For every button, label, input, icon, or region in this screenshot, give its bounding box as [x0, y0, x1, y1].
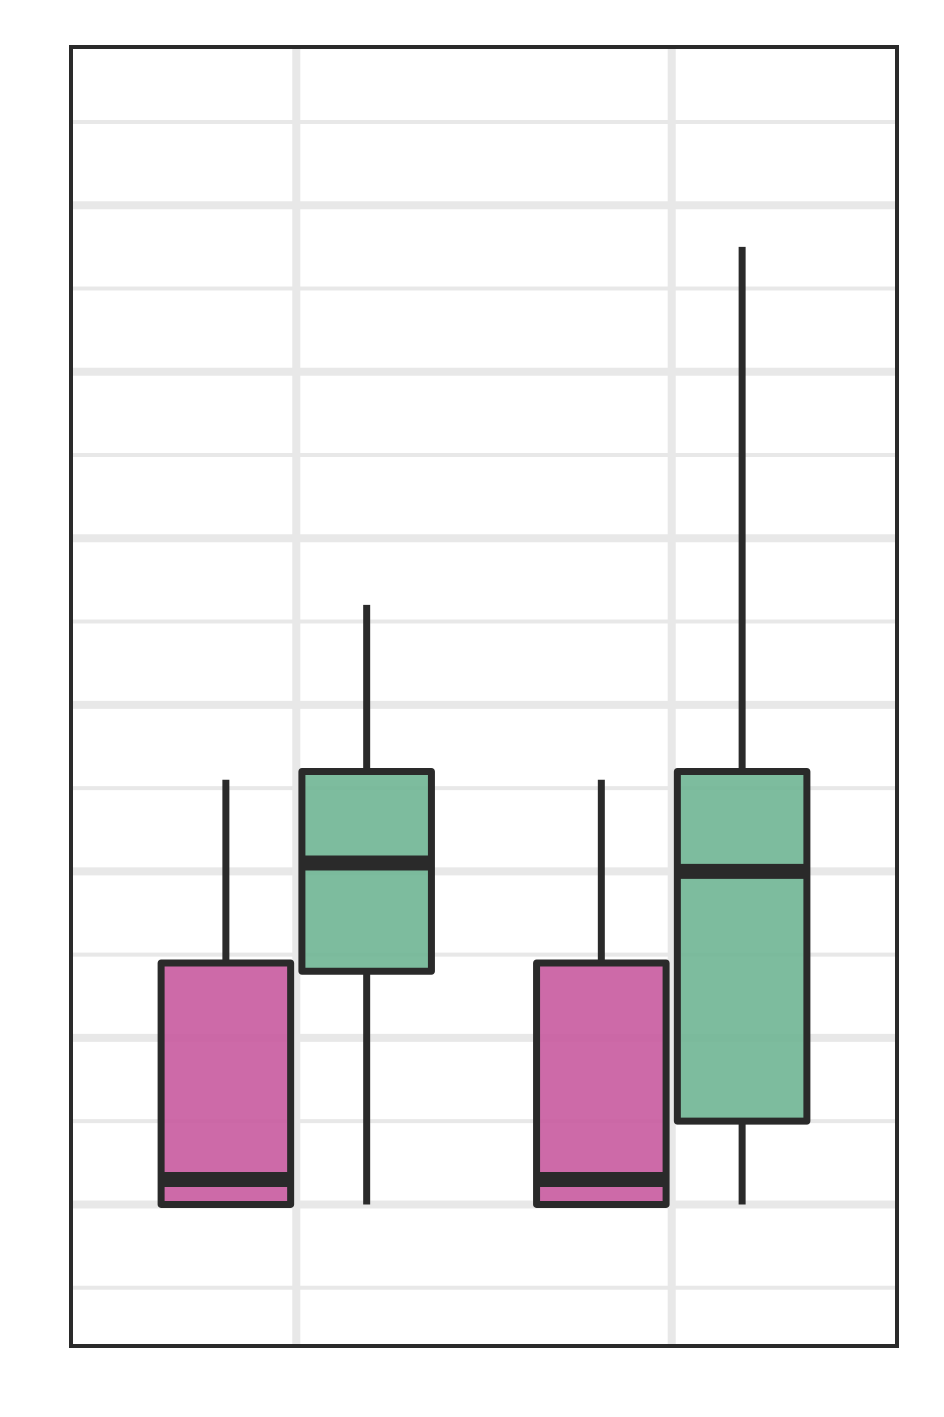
box-body: [533, 959, 670, 1208]
box-1-1: [673, 246, 811, 1205]
grid-lines: [71, 47, 897, 1346]
box-body: [157, 959, 295, 1208]
box-body: [673, 767, 811, 1125]
box-series: [157, 246, 811, 1208]
box-0-0: [157, 779, 295, 1208]
box-body: [298, 767, 435, 975]
plot-frame: [69, 45, 899, 1348]
box-0-1: [533, 779, 670, 1208]
box-1-0: [298, 604, 435, 1205]
